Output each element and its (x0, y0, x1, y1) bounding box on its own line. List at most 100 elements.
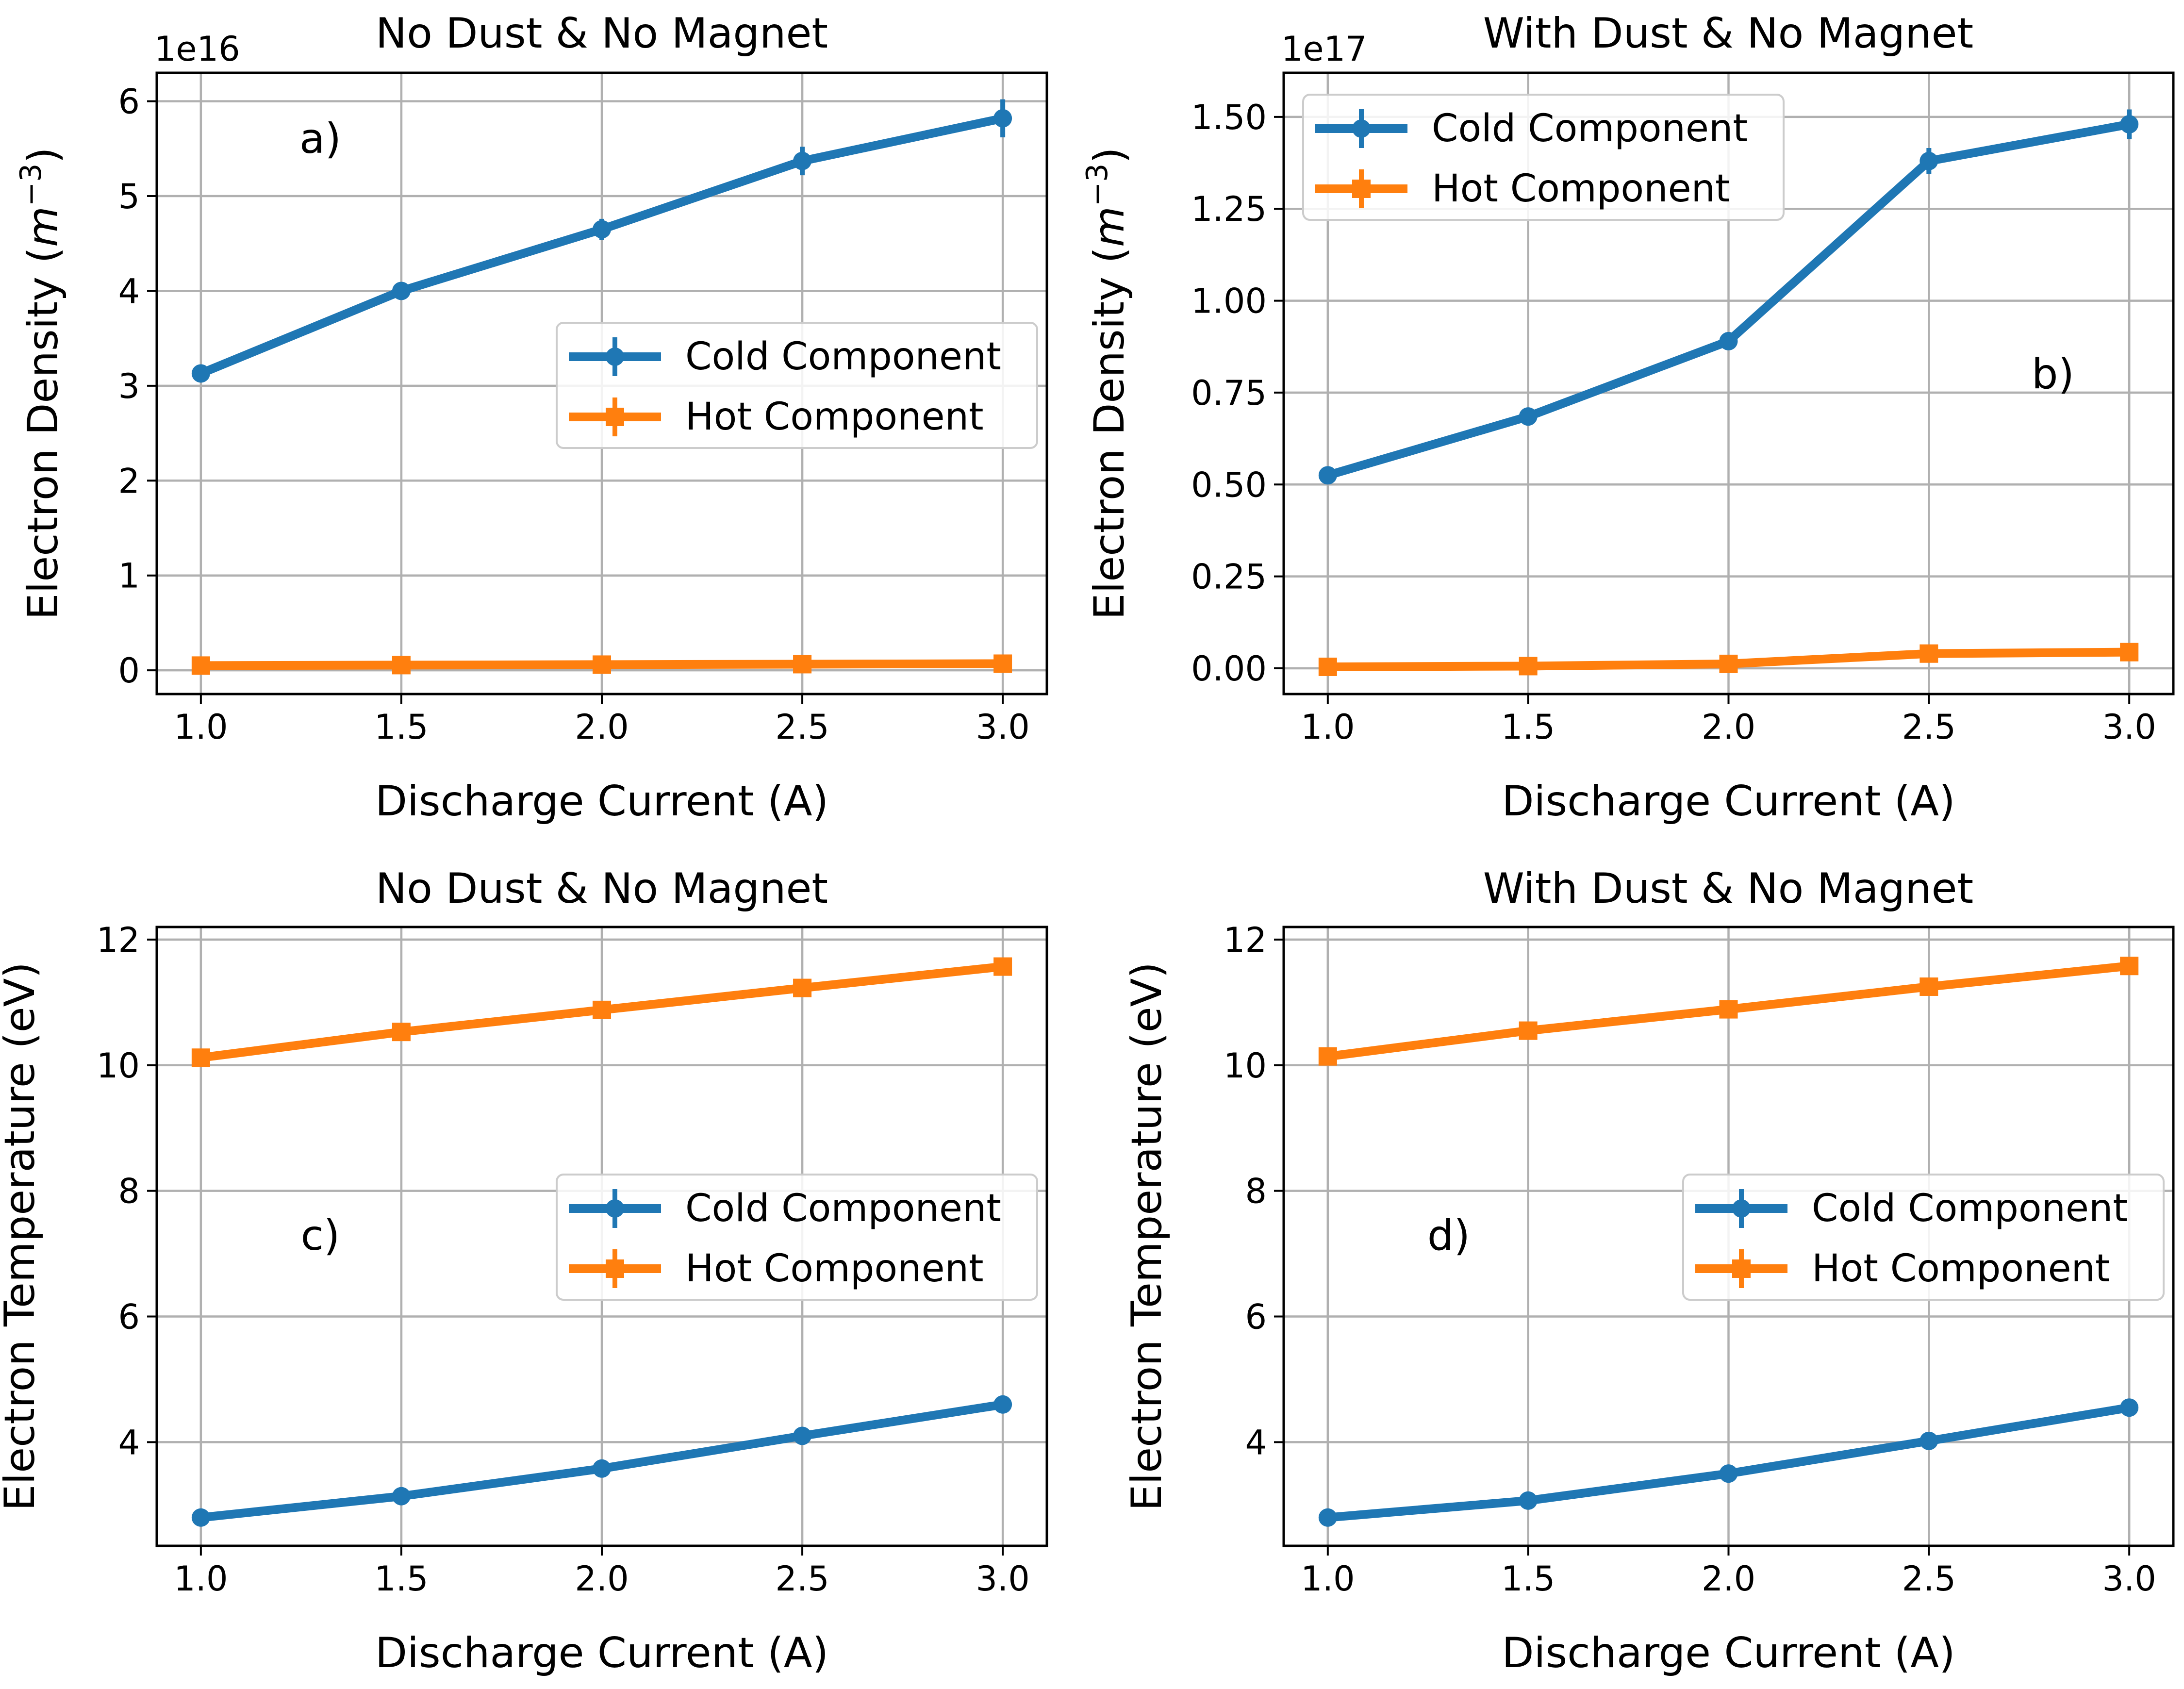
chart-panel-2: 1.0 1.5 2.0 2.5 3.0 0.00 0.25 0.50 0.75 1.00 1.25 1… (1080, 9, 2175, 826)
x-tick-label: 2.5 (775, 1559, 829, 1599)
panel-label: a) (299, 115, 341, 163)
data-point (793, 978, 812, 997)
axes-frame (155, 926, 1048, 1547)
x-tick-label: 2.5 (775, 707, 829, 747)
chart-panel-4: 1.0 1.5 2.0 2.5 3.0 4 6 8 10 12 With Dust & No Mag… (1123, 864, 2175, 1677)
legend-frame (556, 1174, 1038, 1301)
legend-label: Hot Component (1432, 167, 1730, 211)
data-point (1519, 1021, 1538, 1040)
y-tick-label: 1 (118, 556, 140, 596)
data-point (1318, 657, 1337, 676)
y-tick-label: 6 (118, 1297, 140, 1337)
data-point (1919, 1431, 1938, 1450)
chart-title: No Dust & No Magnet (376, 9, 828, 58)
data-point (593, 1000, 611, 1019)
y-tick-label: 10 (1224, 1046, 1267, 1086)
x-tick-label: 1.5 (1501, 1559, 1555, 1599)
x-tick-label: 2.0 (575, 707, 629, 747)
y-tick-label: 12 (1224, 920, 1267, 960)
series-hot (1318, 957, 2139, 1066)
legend-label: Hot Component (685, 395, 984, 439)
legend: Cold Component Hot Component (1302, 94, 1785, 221)
x-tick-label: 2.5 (1902, 707, 1956, 747)
legend-label: Cold Component (685, 335, 1001, 379)
legend-marker (606, 408, 624, 426)
chart-title: With Dust & No Magnet (1483, 864, 1974, 913)
data-point (191, 1048, 210, 1067)
x-tick-label: 2.0 (575, 1559, 629, 1599)
data-point (793, 1426, 812, 1445)
legend-marker (1732, 1259, 1751, 1278)
x-tick-label: 1.0 (1301, 1559, 1355, 1599)
data-point (191, 1508, 210, 1527)
y-tick-label: 8 (1245, 1172, 1267, 1211)
legend-label: Cold Component (1812, 1187, 2128, 1230)
x-tick-label: 1.5 (1501, 707, 1555, 747)
y-tick-label: 0.50 (1191, 465, 1267, 505)
legend-frame (556, 322, 1038, 449)
legend-label: Hot Component (685, 1247, 984, 1291)
y-axis-label: Electron Density (m−3) (1080, 147, 1134, 620)
data-point (1519, 657, 1538, 676)
chart-panel-1: 1.0 1.5 2.0 2.5 3.0 0 1 2 3 4 5 6 No Dust & No Magne… (14, 9, 1048, 826)
data-point (191, 656, 210, 675)
y-tick-label: 4 (118, 1423, 140, 1462)
data-point (392, 282, 411, 300)
data-point (993, 109, 1012, 128)
data-point (392, 1487, 411, 1506)
x-tick-label: 2.0 (1702, 1559, 1755, 1599)
x-axis-label: Discharge Current (A) (1502, 777, 1955, 826)
data-point (593, 220, 611, 239)
data-point (2120, 1398, 2139, 1417)
legend-marker (606, 1259, 624, 1278)
chart-panel-3: 1.0 1.5 2.0 2.5 3.0 4 6 8 10 12 No Dust & No Magne… (0, 864, 1048, 1677)
x-tick-label: 3.0 (2102, 707, 2156, 747)
legend-label: Hot Component (1812, 1247, 2110, 1291)
y-axis-label: Electron Density (m−3) (14, 147, 67, 620)
y-tick-label: 4 (1245, 1423, 1267, 1462)
panel-label: c) (301, 1211, 340, 1260)
data-point (2120, 643, 2139, 662)
data-point (1318, 1508, 1337, 1527)
axis-offset-text: 1e17 (1281, 29, 1367, 69)
series-cold (191, 99, 1012, 383)
series-hot (1318, 643, 2139, 676)
y-axis-label: Electron Temperature (eV) (1123, 962, 1171, 1511)
y-tick-label: 1.50 (1191, 98, 1267, 137)
y-tick-label: 0.75 (1191, 373, 1267, 413)
legend: Cold Component Hot Component (1682, 1174, 2165, 1301)
legend-marker (1732, 1199, 1751, 1218)
x-tick-label: 1.5 (374, 707, 428, 747)
series-hot (191, 654, 1012, 675)
legend: Cold Component Hot Component (556, 1174, 1038, 1301)
data-point (191, 364, 210, 383)
y-tick-label: 5 (118, 177, 140, 216)
data-point (1519, 1491, 1538, 1510)
data-point (1519, 407, 1538, 426)
x-tick-label: 2.5 (1902, 1559, 1956, 1599)
data-point (1318, 466, 1337, 485)
x-axis-label: Discharge Current (A) (375, 1629, 828, 1677)
legend-marker (606, 348, 624, 366)
legend-marker (1352, 119, 1371, 138)
legend-marker (606, 1199, 624, 1218)
y-tick-label: 6 (1245, 1297, 1267, 1337)
y-tick-label: 8 (118, 1172, 140, 1211)
x-tick-label: 1.0 (174, 1559, 228, 1599)
data-point (2120, 957, 2139, 976)
y-tick-label: 0.00 (1191, 649, 1267, 689)
panel-label: d) (1427, 1211, 1470, 1260)
y-tick-label: 12 (97, 920, 140, 960)
data-point (1719, 1464, 1738, 1483)
data-point (1719, 1000, 1738, 1019)
y-tick-label: 3 (118, 366, 140, 406)
y-tick-label: 1.25 (1191, 189, 1267, 229)
chart-title: With Dust & No Magnet (1483, 9, 1974, 58)
data-point (993, 1395, 1012, 1414)
series-cold (1318, 1398, 2139, 1527)
data-point (593, 1459, 611, 1478)
axes-frame (1282, 926, 2175, 1547)
x-tick-label: 3.0 (976, 707, 1029, 747)
data-point (1719, 331, 1738, 350)
axes-frame (155, 71, 1048, 695)
